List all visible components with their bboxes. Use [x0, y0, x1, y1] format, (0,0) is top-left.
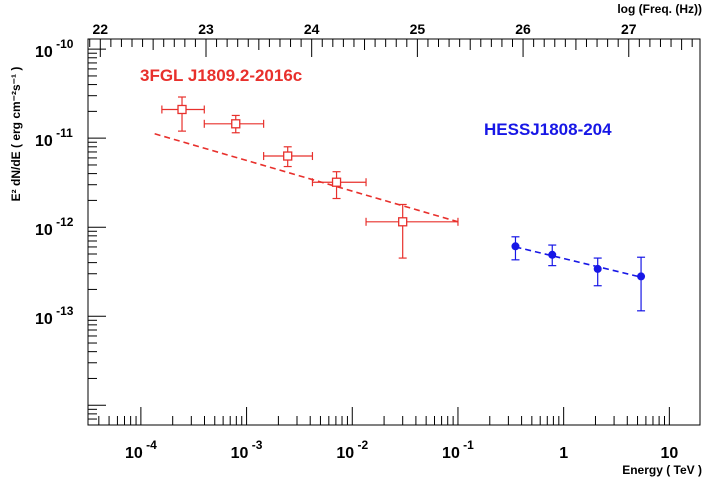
x-tick-label: 10 [660, 445, 678, 462]
data-point-3fgl [331, 177, 342, 187]
data-layer [154, 96, 646, 312]
top-tick-label: 27 [621, 21, 637, 37]
data-point-3fgl [231, 119, 241, 129]
x-tick-label-base: 10 [231, 445, 249, 462]
data-point-3fgl [398, 217, 408, 227]
y-tick-label-base: 10 [35, 44, 53, 61]
plot-frame [87, 38, 701, 426]
top-tick-label: 24 [304, 21, 320, 37]
y-tick-label-exp: -12 [53, 215, 74, 229]
top-tick-label: 26 [515, 21, 531, 37]
y-axis-label: E² dN/dE ( erg cm⁻²s⁻¹ ) [9, 67, 23, 202]
y-tick-label: 10 -11 [35, 126, 73, 150]
top-tick-label: 23 [198, 21, 214, 37]
x-tick-label-base: 10 [125, 445, 143, 462]
x-tick-label-exp: -2 [354, 438, 368, 452]
x-tick-label-base: 10 [660, 445, 678, 462]
x-tick-label: 10 -4 [125, 438, 157, 462]
x-tick-label: 10 -2 [336, 438, 368, 462]
x-tick-label-base: 1 [559, 445, 568, 462]
data-point-hess [511, 242, 520, 251]
y-tick-label: 10 -12 [35, 215, 74, 239]
legend-label-3fgl: 3FGL J1809.2-2016c [140, 66, 302, 85]
fit-line-3fgl [154, 133, 459, 223]
legend-label-hess: HESSJ1808-204 [484, 120, 612, 139]
data-point-hess [637, 272, 646, 281]
x-tick-label: 10 -3 [231, 438, 263, 462]
y-tick-label-base: 10 [35, 222, 53, 239]
top-tick-label: 22 [93, 21, 109, 37]
y-tick-label-base: 10 [35, 133, 53, 150]
y-tick-label: 10 -13 [35, 304, 74, 328]
y-tick-label-exp: -13 [53, 304, 74, 318]
x-tick-label-base: 10 [442, 445, 460, 462]
data-point-hess [548, 250, 557, 259]
data-point-hess [593, 264, 602, 273]
data-point-3fgl [283, 151, 293, 161]
x-tick-label-exp: -4 [143, 438, 157, 452]
y-tick-label: 10 -10 [35, 37, 74, 61]
y-tick-label-exp: -11 [53, 126, 73, 140]
x-tick-label: 10 -1 [442, 438, 474, 462]
fit-line-hess [515, 246, 642, 278]
y-tick-label-base: 10 [35, 311, 53, 328]
data-point-3fgl [177, 104, 187, 115]
x-tick-label-exp: -3 [248, 438, 262, 452]
legend-layer: 3FGL J1809.2-2016c HESSJ1808-204 [140, 66, 612, 139]
x-tick-label-exp: -1 [460, 438, 474, 452]
top-tick-label: 25 [410, 21, 426, 37]
y-tick-label-exp: -10 [53, 37, 74, 51]
x-tick-label-base: 10 [336, 445, 354, 462]
top-axis-label: log (Freq. (Hz)) [617, 2, 702, 16]
x-tick-label: 1 [559, 445, 568, 462]
x-axis-label: Energy ( TeV ) [622, 463, 702, 477]
